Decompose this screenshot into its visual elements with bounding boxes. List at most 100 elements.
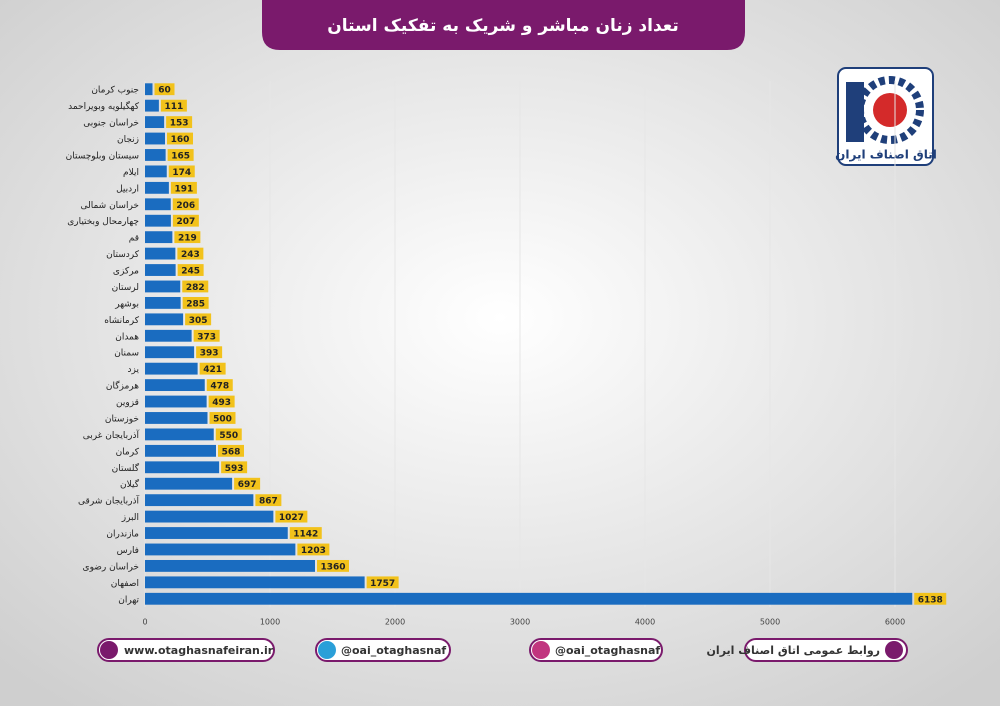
bar: [145, 428, 214, 441]
category-label: مرکزی: [113, 267, 139, 277]
category-label: گلستان: [112, 462, 140, 474]
x-tick-label: 6000: [885, 618, 905, 627]
category-label: سیستان وبلوچستان: [66, 151, 139, 161]
value-label: 1203: [301, 546, 326, 556]
value-label-box: [160, 99, 187, 112]
bar: [145, 543, 296, 556]
value-label: 219: [178, 234, 197, 244]
value-label: 206: [176, 201, 195, 211]
value-label: 282: [186, 283, 205, 293]
bar: [145, 165, 167, 178]
bar: [145, 116, 165, 129]
bar: [145, 329, 192, 342]
footer-telegram[interactable]: @oai_otaghasnaf: [341, 644, 446, 657]
bar: [145, 527, 288, 539]
bar: [145, 395, 207, 408]
category-label: کهگیلویه وبویراحمد: [68, 100, 140, 112]
bar: [145, 280, 181, 293]
value-label-box: [297, 543, 330, 556]
category-label: ایلام: [123, 168, 139, 178]
footer-website[interactable]: www.otaghasnafeiran.ir: [124, 644, 274, 657]
value-label: 493: [212, 398, 231, 408]
category-label: هرمزگان: [106, 380, 139, 392]
value-label: 1142: [293, 530, 318, 540]
footer-pill: [97, 638, 275, 662]
bar: [145, 149, 166, 161]
bar: [145, 559, 315, 572]
category-label: البرز: [121, 513, 139, 523]
value-label: 191: [174, 184, 193, 194]
value-label: 593: [225, 464, 244, 474]
logo: اتاق اصناف ایران: [835, 67, 937, 166]
category-label: خوزستان: [105, 414, 139, 424]
value-label: 153: [170, 119, 189, 129]
value-label: 393: [200, 349, 219, 359]
bar: [145, 346, 195, 359]
bar: [145, 198, 171, 211]
value-label-box: [366, 576, 399, 589]
category-label: تهران: [118, 595, 139, 605]
bar: [145, 313, 184, 326]
value-label: 305: [189, 316, 208, 326]
footer-pill: [315, 638, 451, 662]
value-label-box: [174, 231, 201, 244]
telegram-icon: [318, 641, 336, 659]
x-tick-label: 1000: [260, 618, 280, 627]
value-label-box: [208, 395, 235, 408]
x-tick-label: 2000: [385, 618, 405, 627]
category-label: آذربایجان غربی: [83, 429, 140, 441]
footer: www.otaghasnafeiran.ir @oai_otaghasnaf @…: [97, 638, 908, 662]
value-label: 867: [259, 497, 278, 507]
value-label: 285: [186, 299, 205, 309]
value-label: 1360: [320, 562, 345, 572]
value-label: 111: [164, 102, 183, 112]
logo-bar: [846, 82, 864, 142]
bar: [145, 296, 181, 309]
value-label-box: [172, 214, 199, 227]
value-label-box: [275, 510, 308, 523]
bar: [145, 461, 220, 474]
bar: [145, 494, 254, 507]
value-label-box: [215, 428, 242, 441]
value-label-box: [193, 329, 220, 342]
bar: [145, 412, 208, 424]
category-label: سمنان: [114, 349, 139, 359]
value-label-box: [168, 165, 195, 178]
value-label: 373: [197, 332, 216, 342]
bar: [145, 181, 169, 194]
footer-instagram[interactable]: @oai_otaghasnaf: [555, 644, 660, 657]
header-tab: [262, 0, 745, 50]
value-label-box: [209, 412, 236, 424]
logo-core: [873, 93, 907, 127]
footer-pill: [529, 638, 663, 662]
value-label: 568: [222, 447, 241, 457]
value-label-box: [218, 444, 244, 457]
category-label: لرستان: [112, 283, 139, 293]
bar: [145, 477, 233, 490]
value-label: 243: [181, 250, 200, 260]
value-label-box: [167, 132, 193, 145]
logo-text: اتاق اصناف ایران: [835, 148, 937, 162]
x-tick-label: 5000: [760, 618, 780, 627]
value-label: 500: [213, 414, 232, 424]
category-label: خراسان رضوی: [83, 562, 139, 572]
value-label-box: [177, 264, 204, 276]
category-label: یزد: [128, 365, 140, 375]
value-label-box: [177, 247, 204, 260]
value-label-box: [182, 280, 209, 293]
x-tick-label: 0: [142, 618, 147, 627]
value-label: 174: [172, 168, 191, 178]
bar: [145, 99, 159, 112]
category-label: کرمان: [116, 447, 140, 457]
footer-credit: روابط عمومی اتاق اصناف ایران: [707, 644, 880, 657]
category-label: کردستان: [106, 250, 140, 260]
value-label: 697: [238, 480, 257, 490]
value-label: 245: [181, 267, 200, 277]
value-label-box: [234, 477, 261, 490]
credit-icon: [885, 641, 903, 659]
value-label-box: [221, 461, 248, 474]
footer-pill: [744, 638, 908, 662]
value-label-box: [172, 198, 199, 211]
category-label: بوشهر: [114, 299, 139, 309]
